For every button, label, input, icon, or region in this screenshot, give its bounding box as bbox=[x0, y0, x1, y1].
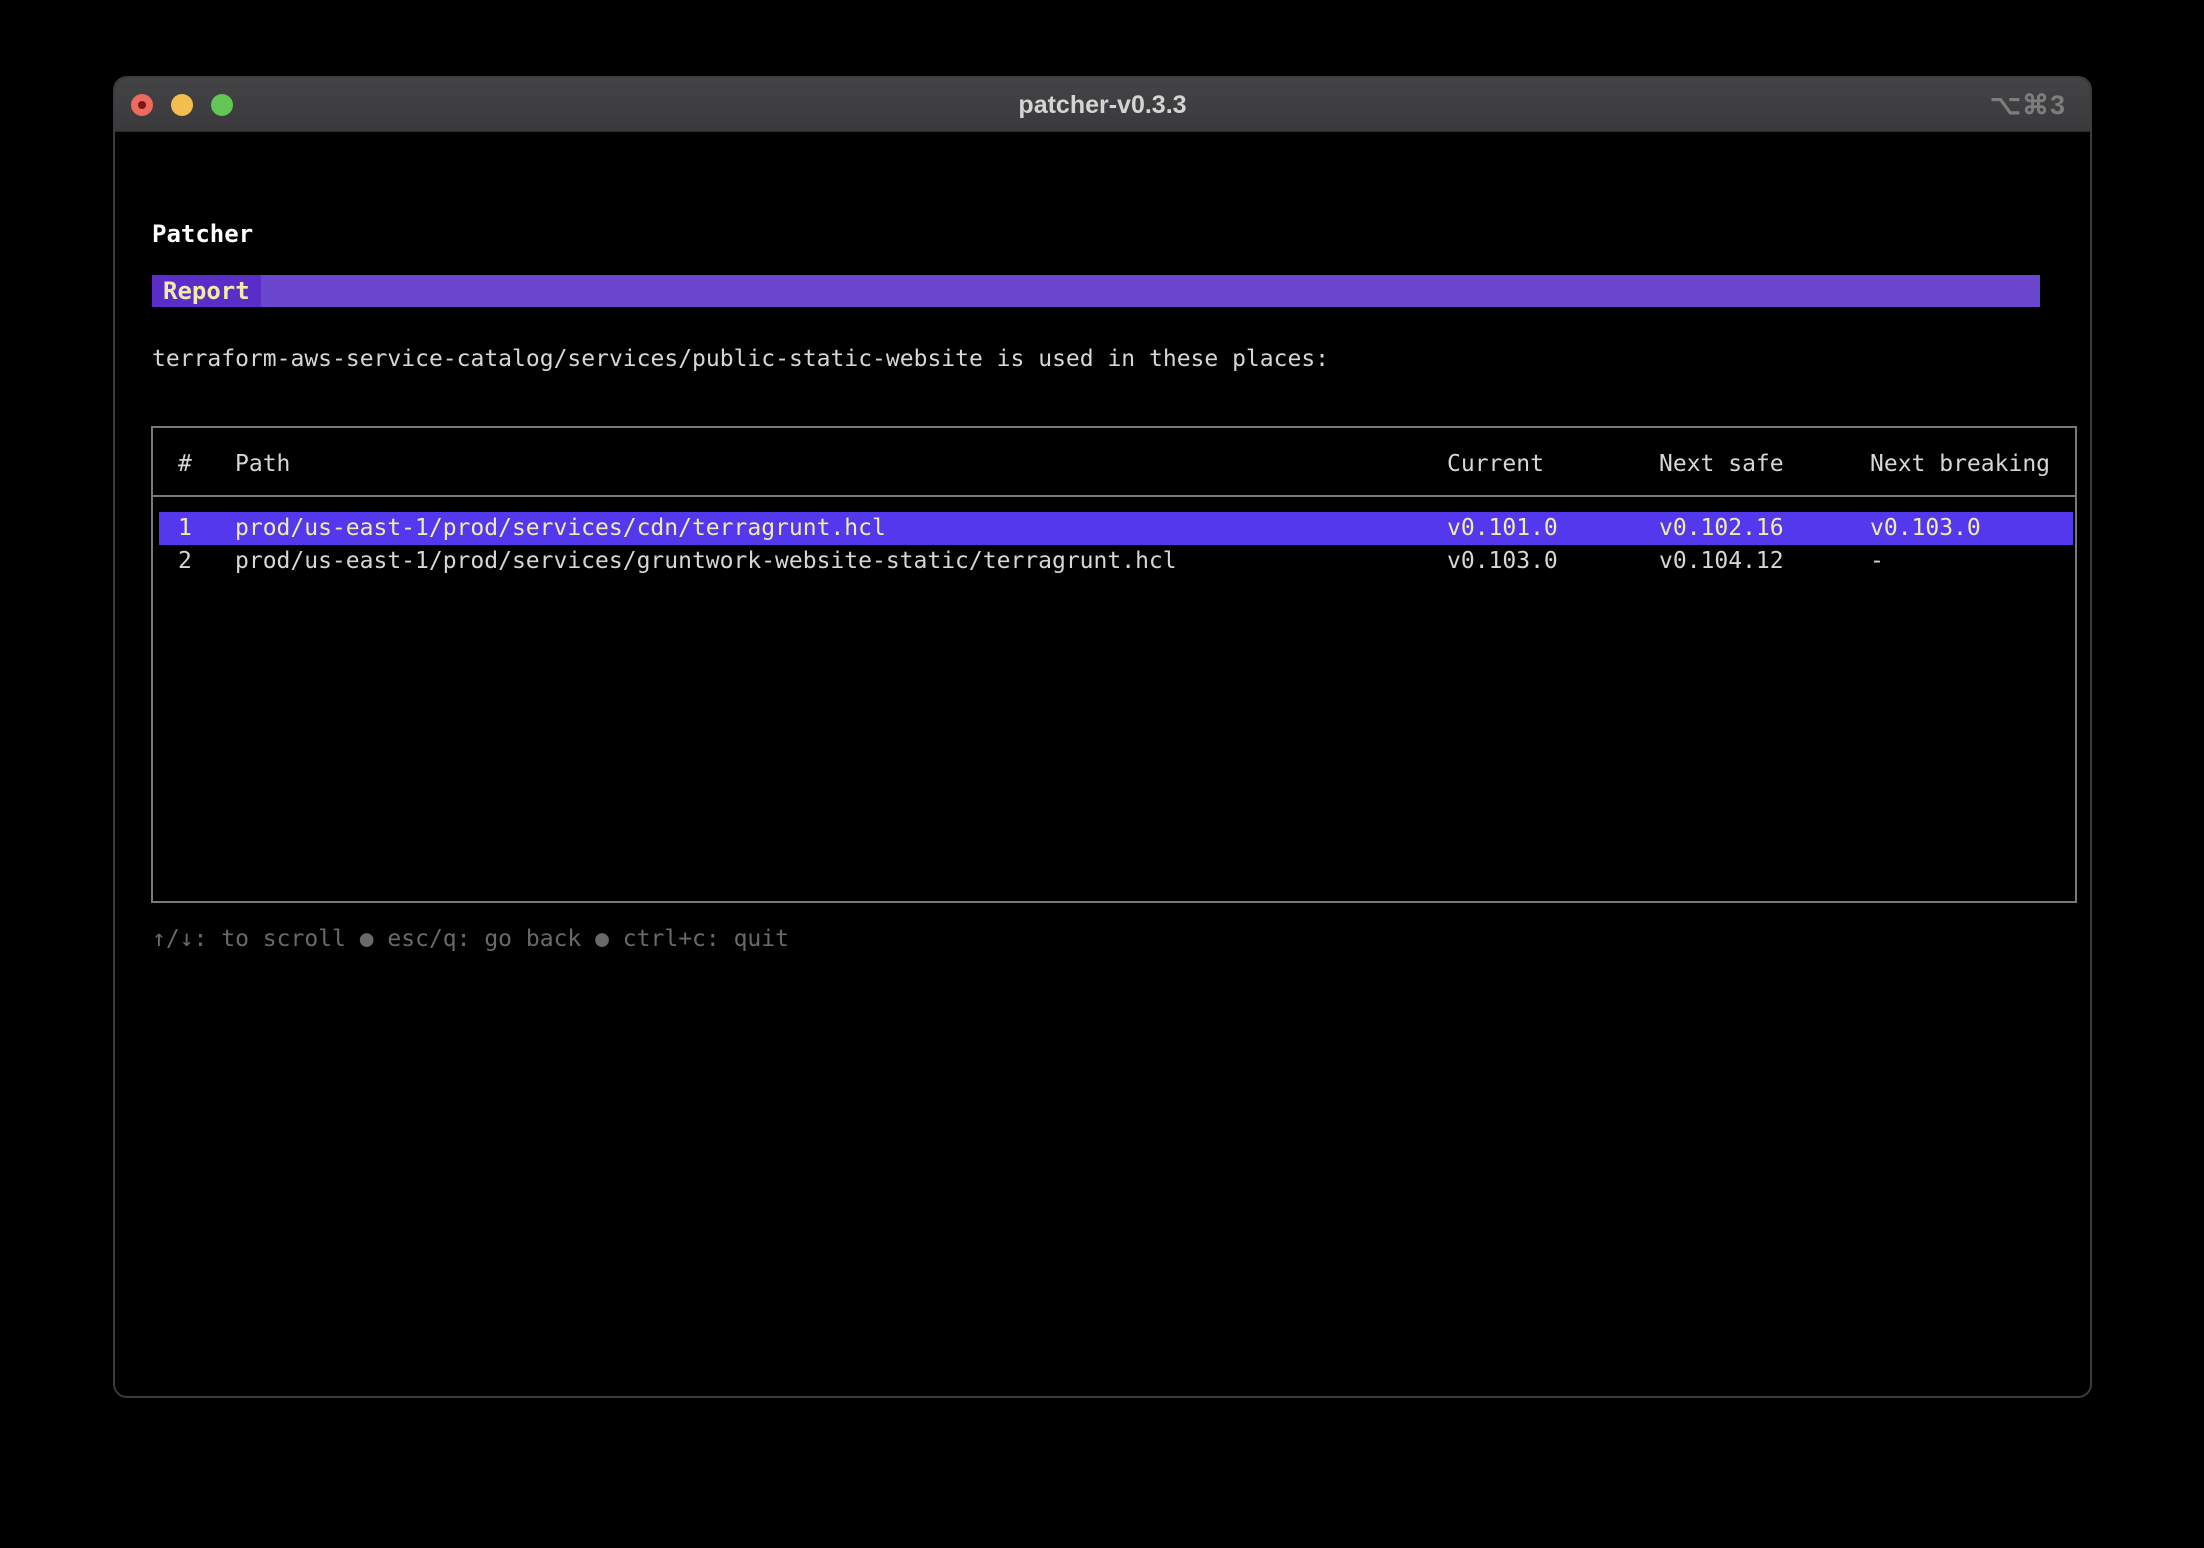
next-breaking-cell: v0.103.0 bbox=[1870, 515, 1981, 541]
app-heading: Patcher bbox=[152, 220, 254, 248]
path-cell: prod/us-east-1/prod/services/gruntwork-w… bbox=[235, 548, 1177, 574]
window-shortcut-badge: ⌥⌘3 bbox=[1989, 90, 2066, 120]
path-cell: prod/us-east-1/prod/services/cdn/terragr… bbox=[235, 515, 886, 541]
table-row[interactable]: 2 prod/us-east-1/prod/services/gruntwork… bbox=[159, 545, 2073, 578]
table-header-row: # Path Current Next safe Next breaking bbox=[153, 448, 2075, 481]
column-header-path: Path bbox=[235, 451, 291, 477]
table-row-selected[interactable]: 1 prod/us-east-1/prod/services/cdn/terra… bbox=[159, 512, 2073, 545]
column-header-next-safe: Next safe bbox=[1659, 451, 1784, 477]
next-safe-cell: v0.104.12 bbox=[1659, 548, 1784, 574]
column-header-next-breaking: Next breaking bbox=[1870, 451, 2051, 477]
window-title: patcher-v0.3.3 bbox=[1018, 91, 1187, 119]
row-number-cell: 2 bbox=[178, 548, 192, 574]
next-breaking-cell: - bbox=[1870, 548, 1884, 574]
tab-report[interactable]: Report bbox=[152, 275, 261, 307]
terminal-window: patcher-v0.3.3 ⌥⌘3 Patcher Report terraf… bbox=[113, 76, 2092, 1398]
window-controls bbox=[131, 78, 233, 132]
minimize-button[interactable] bbox=[171, 94, 193, 116]
usage-table: # Path Current Next safe Next breaking 1… bbox=[151, 426, 2077, 903]
next-safe-cell: v0.102.16 bbox=[1659, 515, 1784, 541]
keybinding-hints: ↑/↓: to scroll ● esc/q: go back ● ctrl+c… bbox=[152, 926, 789, 952]
column-header-current: Current bbox=[1447, 451, 1544, 477]
tab-bar: Report bbox=[152, 275, 2040, 307]
header-divider bbox=[153, 495, 2075, 497]
fullscreen-button[interactable] bbox=[211, 94, 233, 116]
column-header-number: # bbox=[178, 451, 192, 477]
usage-description: terraform-aws-service-catalog/services/p… bbox=[152, 346, 1330, 372]
row-number-cell: 1 bbox=[178, 515, 192, 541]
current-cell: v0.103.0 bbox=[1447, 548, 1558, 574]
close-button[interactable] bbox=[131, 94, 153, 116]
terminal-content: Patcher Report terraform-aws-service-cat… bbox=[115, 132, 2090, 1395]
window-titlebar[interactable]: patcher-v0.3.3 ⌥⌘3 bbox=[115, 78, 2090, 132]
current-cell: v0.101.0 bbox=[1447, 515, 1558, 541]
